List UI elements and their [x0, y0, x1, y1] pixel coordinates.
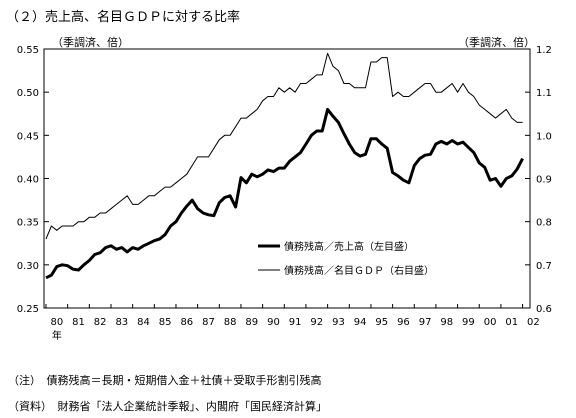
- plot-area: [43, 48, 531, 309]
- left-tick-label: 0.35: [17, 218, 39, 229]
- x-tick-label: 96: [397, 317, 410, 328]
- legend-label: 債務残高／名目ＧＤＰ（右目盛）: [284, 264, 434, 277]
- x-tick-label: 87: [202, 317, 215, 328]
- source-note: （資料） 財務省「法人企業統計季報」、内閣府「国民経済計算」: [8, 400, 327, 413]
- legend-label: 債務残高／売上高（左目盛）: [284, 240, 414, 253]
- x-tick-label: 80: [50, 317, 63, 328]
- right-tick-label: 1.2: [536, 45, 552, 56]
- right-tick-label: 1.1: [536, 88, 552, 99]
- x-tick-label: 83: [115, 317, 128, 328]
- x-tick-label: 88: [224, 317, 237, 328]
- x-tick-label: 00: [484, 317, 497, 328]
- left-tick-label: 0.40: [17, 175, 39, 186]
- right-tick-label: 0.6: [536, 304, 552, 315]
- right-axis: 0.6 0.7 0.8 0.9 1.0 1.1 1.2: [525, 45, 552, 315]
- x-tick-label: 86: [180, 317, 193, 328]
- legend: 債務残高／売上高（左目盛） 債務残高／名目ＧＤＰ（右目盛）: [258, 240, 434, 277]
- right-tick-label: 1.0: [536, 131, 552, 142]
- left-tick-label: 0.30: [17, 261, 39, 272]
- series-line-debt-to-sales: [45, 107, 524, 280]
- right-tick-label: 0.9: [536, 175, 552, 186]
- x-unit-label: 年: [52, 329, 62, 342]
- series-line-debt-to-gdp: [45, 52, 523, 240]
- x-axis: 80 81 82 83 84 85 86 87 88 89 90 91 92 93 94 95 96 97 98 99…: [45, 304, 540, 342]
- left-tick-label: 0.55: [17, 45, 39, 56]
- x-tick-label: 90: [267, 317, 280, 328]
- series-layer: [45, 52, 524, 280]
- x-tick-label: 02: [527, 317, 540, 328]
- footnote: （注） 債務残高＝長期・短期借入金＋社債＋受取手形割引残高: [8, 374, 322, 387]
- x-tick-label: 01: [505, 317, 518, 328]
- x-tick-label: 99: [462, 317, 475, 328]
- x-tick-label: 97: [419, 317, 432, 328]
- x-tick-label: 94: [354, 317, 367, 328]
- left-axis-unit: （季調済、倍）: [52, 36, 129, 49]
- right-tick-label: 0.7: [536, 261, 552, 272]
- x-tick-label: 95: [375, 317, 388, 328]
- x-tick-label: 82: [94, 317, 107, 328]
- left-axis: 0.25 0.30 0.35 0.40 0.45 0.50 0.55: [17, 45, 49, 315]
- x-tick-label: 98: [440, 317, 453, 328]
- left-tick-label: 0.45: [17, 131, 39, 142]
- right-tick-label: 0.8: [536, 218, 552, 229]
- x-tick-label: 81: [72, 317, 85, 328]
- chart-title: （２）売上高、名目ＧＤＰに対する比率: [6, 10, 241, 25]
- x-tick-label: 92: [310, 317, 323, 328]
- left-tick-label: 0.50: [17, 88, 39, 99]
- x-tick-label: 84: [137, 317, 150, 328]
- right-axis-unit: （季調済、倍）: [458, 36, 535, 49]
- x-tick-label: 89: [245, 317, 258, 328]
- x-tick-label: 85: [159, 317, 172, 328]
- x-tick-label: 91: [289, 317, 302, 328]
- left-tick-label: 0.25: [17, 304, 39, 315]
- x-tick-label: 93: [332, 317, 345, 328]
